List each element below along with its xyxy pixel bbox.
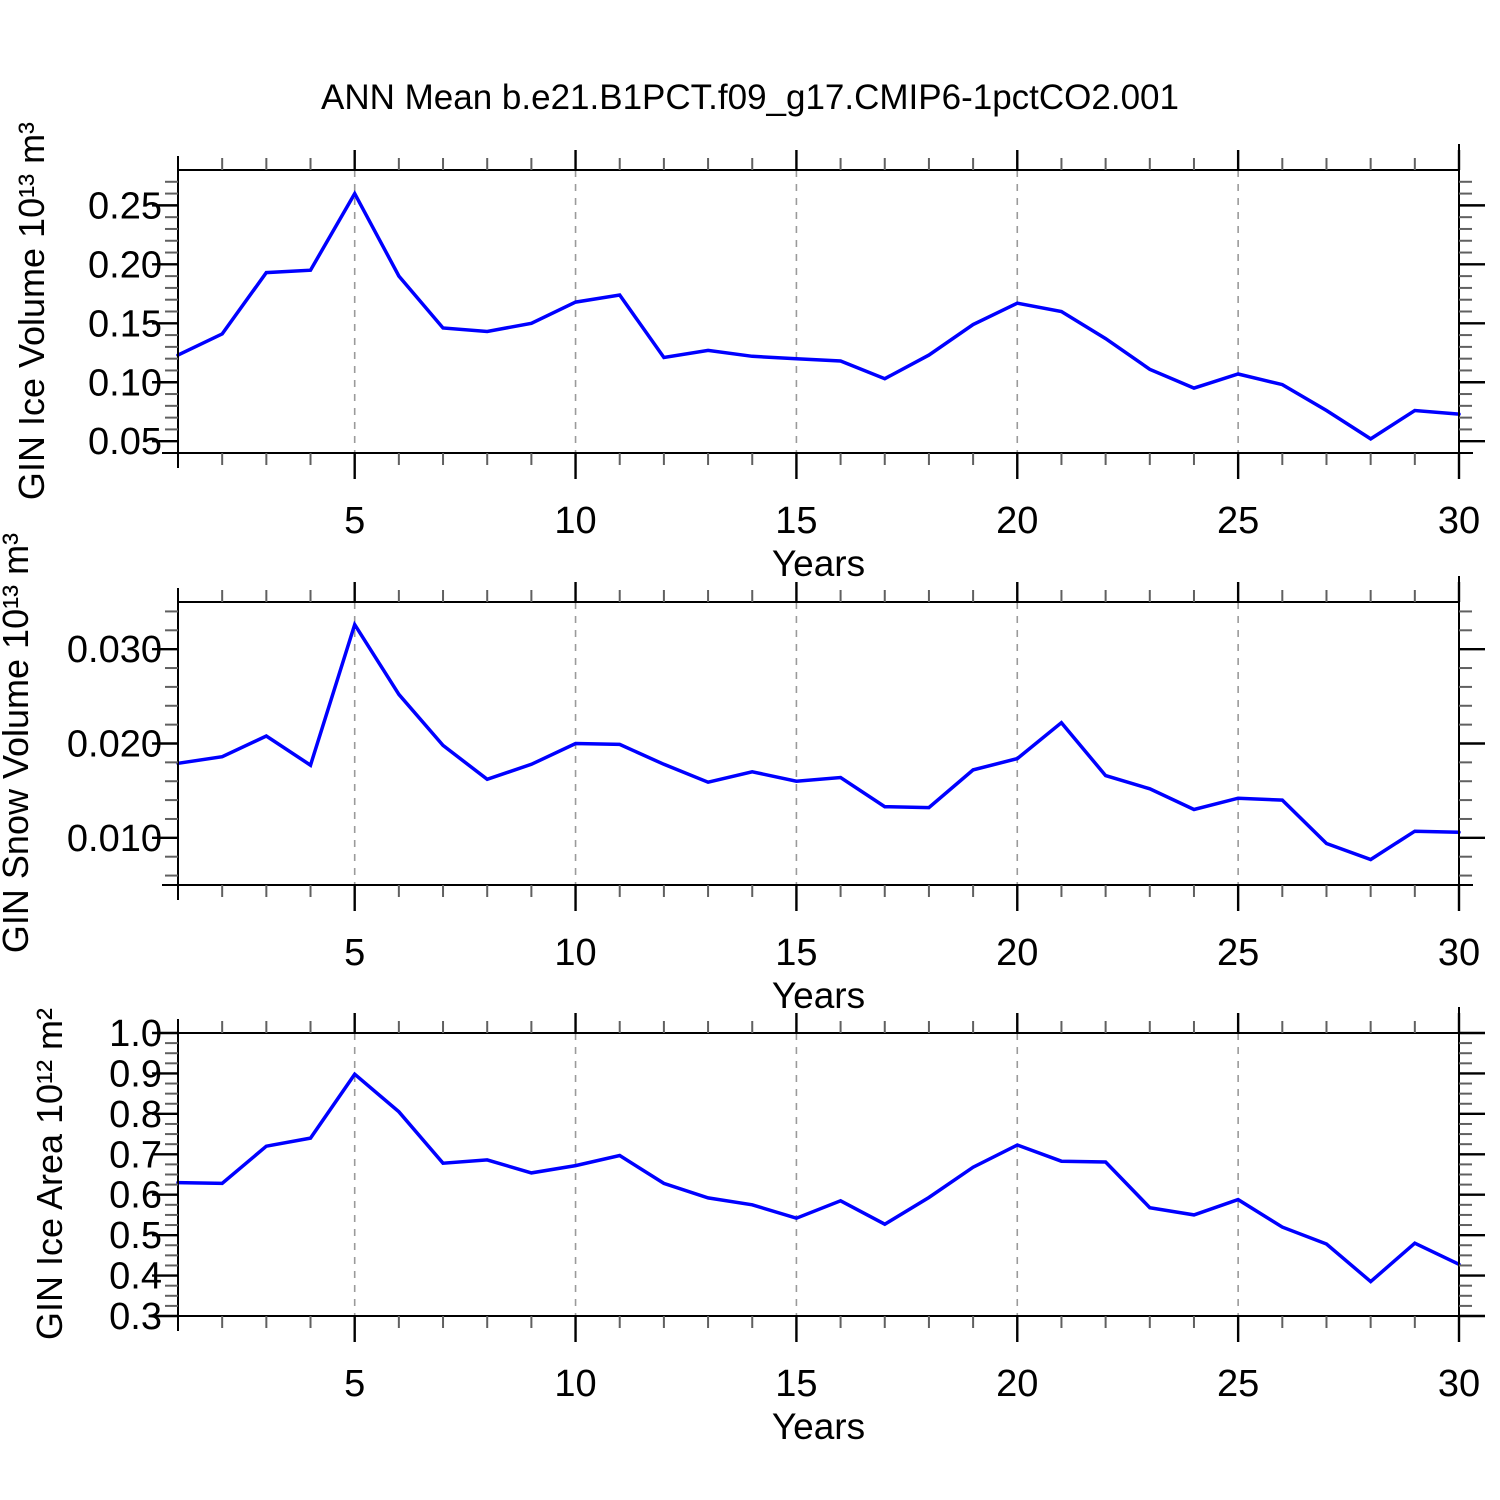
y-tick-label: 1.0 [109, 1013, 162, 1055]
x-tick-label: 10 [554, 500, 596, 542]
y-tick-label: 0.010 [67, 818, 162, 860]
y-tick-label: 0.20 [88, 244, 162, 286]
x-tick-label: 30 [1438, 500, 1480, 542]
x-tick-label: 15 [775, 932, 817, 974]
x-axis-label-years-panel3: Years [771, 1406, 866, 1447]
y-tick-label: 0.6 [109, 1175, 162, 1217]
data-line-gin-ice-volume [176, 190, 1461, 441]
x-axis-label-years-panel1: Years [771, 543, 866, 584]
y-tick-label: 0.7 [109, 1134, 162, 1176]
x-tick-label: 25 [1217, 500, 1259, 542]
x-tick-label: 20 [996, 932, 1038, 974]
y-tick-label: 0.10 [88, 362, 162, 404]
y-tick-label: 0.3 [109, 1296, 162, 1338]
x-tick-label: 5 [344, 500, 365, 542]
x-tick-label: 20 [996, 500, 1038, 542]
x-tick-label: 30 [1438, 1363, 1480, 1405]
x-tick-label: 10 [554, 1363, 596, 1405]
y-tick-label: 0.25 [88, 185, 162, 227]
x-tick-label: 5 [344, 932, 365, 974]
y-tick-label: 0.030 [67, 629, 162, 671]
y-tick-label: 0.8 [109, 1094, 162, 1136]
x-tick-label: 25 [1217, 1363, 1259, 1405]
x-axis-label-years-panel2: Years [771, 975, 866, 1016]
x-tick-label: 30 [1438, 932, 1480, 974]
y-tick-label: 0.9 [109, 1053, 162, 1095]
x-tick-label: 20 [996, 1363, 1038, 1405]
y-tick-label: 0.15 [88, 303, 162, 345]
y-tick-label: 0.5 [109, 1215, 162, 1257]
y-tick-label: 0.4 [109, 1256, 162, 1298]
data-line-gin-snow-volume [176, 620, 1461, 862]
y-tick-label: 0.020 [67, 724, 162, 766]
y-axis-label-ice-area: GIN Ice Area 10¹² m² [29, 1007, 70, 1341]
x-tick-label: 15 [775, 1363, 817, 1405]
x-tick-label: 25 [1217, 932, 1259, 974]
x-tick-label: 5 [344, 1363, 365, 1405]
chart-title: ANN Mean b.e21.B1PCT.f09_g17.CMIP6-1pctC… [321, 78, 1179, 117]
x-tick-label: 15 [775, 500, 817, 542]
y-tick-label: 0.05 [88, 421, 162, 463]
x-tick-label: 10 [554, 932, 596, 974]
data-line-gin-ice-area [176, 1071, 1461, 1284]
